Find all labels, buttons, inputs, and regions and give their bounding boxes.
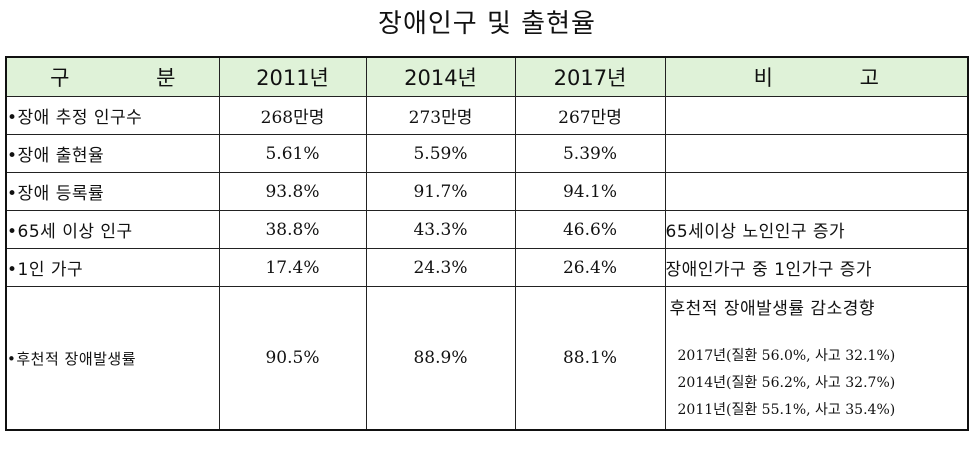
value-2014: 5.59% bbox=[365, 134, 516, 173]
header-category: 구 분 bbox=[5, 56, 220, 97]
row-remark bbox=[664, 172, 969, 211]
table-row: •장애 추정 인구수 268만명 273만명 267만명 bbox=[5, 96, 969, 135]
value-2014: 88.9% bbox=[365, 286, 516, 431]
statistics-table: 구 분 2011년 2014년 2017년 비 고 •장애 추정 인구수 268… bbox=[5, 56, 969, 431]
row-label: •장애 추정 인구수 bbox=[5, 96, 220, 135]
remark-detail-list: 2017년(질환 56.0%, 사고 32.1%) 2014년(질환 56.2%… bbox=[678, 343, 896, 424]
value-2011: 38.8% bbox=[218, 210, 367, 249]
table-row: •1인 가구 17.4% 24.3% 26.4% 장애인가구 중 1인가구 증가 bbox=[5, 248, 969, 287]
value-2017: 267만명 bbox=[514, 96, 666, 135]
table-row: •후천적 장애발생률 90.5% 88.9% 88.1% 후천적 장애발생률 감… bbox=[5, 286, 969, 431]
value-2014: 91.7% bbox=[365, 172, 516, 211]
header-year-2014: 2014년 bbox=[365, 56, 516, 97]
row-remark bbox=[664, 134, 969, 173]
value-2017: 88.1% bbox=[514, 286, 666, 431]
table-header-row: 구 분 2011년 2014년 2017년 비 고 bbox=[5, 56, 969, 97]
row-remark bbox=[664, 96, 969, 135]
value-2011: 268만명 bbox=[218, 96, 367, 135]
table-row: •65세 이상 인구 38.8% 43.3% 46.6% 65세이상 노인인구 … bbox=[5, 210, 969, 249]
value-2017: 5.39% bbox=[514, 134, 666, 173]
value-2017: 26.4% bbox=[514, 248, 666, 287]
value-2017: 46.6% bbox=[514, 210, 666, 249]
value-2011: 90.5% bbox=[218, 286, 367, 431]
table-row: •장애 등록률 93.8% 91.7% 94.1% bbox=[5, 172, 969, 211]
row-label: •후천적 장애발생률 bbox=[5, 286, 220, 431]
row-remark: 장애인가구 중 1인가구 증가 bbox=[664, 248, 969, 287]
header-year-2017: 2017년 bbox=[514, 56, 666, 97]
row-label: •장애 등록률 bbox=[5, 172, 220, 211]
row-label: •65세 이상 인구 bbox=[5, 210, 220, 249]
row-remark-block: 후천적 장애발생률 감소경향 2017년(질환 56.0%, 사고 32.1%)… bbox=[664, 286, 969, 431]
value-2014: 273만명 bbox=[365, 96, 516, 135]
remark-detail-line: 2014년(질환 56.2%, 사고 32.7%) bbox=[677, 375, 896, 391]
value-2014: 24.3% bbox=[365, 248, 516, 287]
page-title: 장애인구 및 출현율 bbox=[378, 9, 596, 39]
value-2011: 17.4% bbox=[218, 248, 367, 287]
value-2014: 43.3% bbox=[365, 210, 516, 249]
table-row: •장애 출현율 5.61% 5.59% 5.39% bbox=[5, 134, 969, 173]
value-2017: 94.1% bbox=[514, 172, 666, 211]
value-2011: 5.61% bbox=[218, 134, 367, 173]
remark-detail-line: 2011년(질환 55.1%, 사고 35.4%) bbox=[677, 402, 896, 418]
row-remark: 후천적 장애발생률 감소경향 bbox=[669, 299, 875, 319]
row-remark: 65세이상 노인인구 증가 bbox=[664, 210, 969, 249]
row-label: •1인 가구 bbox=[5, 248, 220, 287]
header-year-2011: 2011년 bbox=[218, 56, 367, 97]
value-2011: 93.8% bbox=[218, 172, 367, 211]
remark-detail-line: 2017년(질환 56.0%, 사고 32.1%) bbox=[677, 348, 896, 364]
row-label: •장애 출현율 bbox=[5, 134, 220, 173]
header-remarks: 비 고 bbox=[664, 56, 969, 97]
